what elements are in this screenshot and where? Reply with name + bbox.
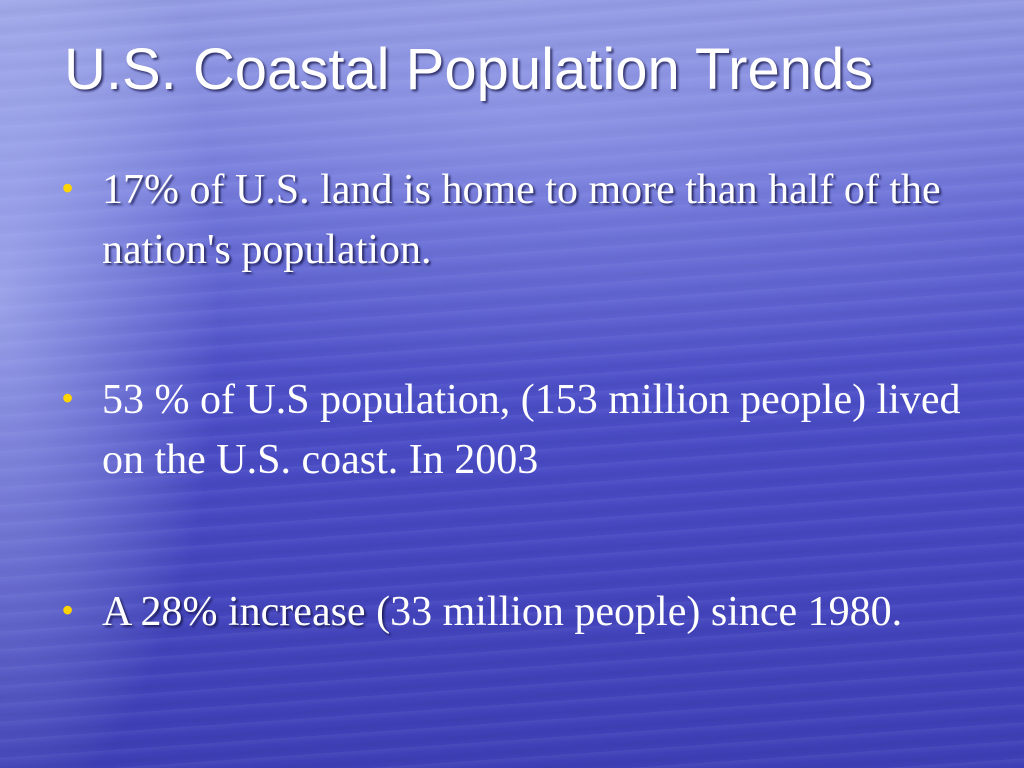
slide-title: U.S. Coastal Population Trends — [64, 37, 874, 102]
bullet-text-shadowed: 17% of U.S. land is home to more than ha… — [102, 167, 941, 273]
bullet-list: • 17% of U.S. land is home to more than … — [62, 160, 962, 642]
bullet-item: • 17% of U.S. land is home to more than … — [62, 160, 962, 280]
bullet-text-plain: 53 % of U.S population, (153 million peo… — [102, 377, 961, 483]
bullet-text-plain: 33 million people) since 1980. — [390, 589, 903, 635]
bullet-dot-icon: • — [62, 380, 74, 416]
bullet-item: • A 28% increase (33 million people) sin… — [62, 582, 962, 642]
bullet-text-shadowed: A 28% increase ( — [102, 589, 391, 635]
bullet-item: • 53 % of U.S population, (153 million p… — [62, 370, 962, 490]
bullet-dot-icon: • — [62, 592, 74, 628]
bullet-dot-icon: • — [62, 170, 74, 206]
